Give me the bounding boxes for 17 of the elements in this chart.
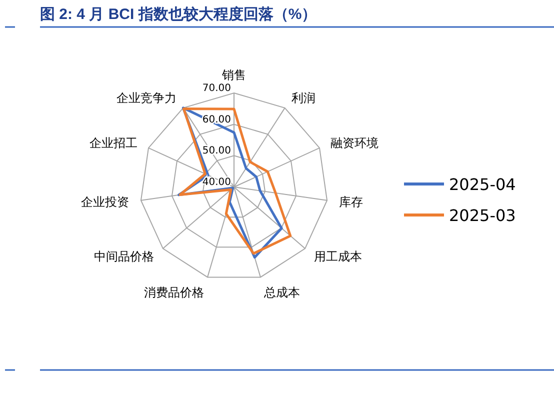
chart-title: 图 2: 4 月 BCI 指数也较大程度回落（%） bbox=[40, 5, 317, 23]
spoke-label: 企业竞争力 bbox=[116, 90, 177, 105]
legend-label: 2025-04 bbox=[449, 175, 516, 194]
spoke-label: 利润 bbox=[291, 90, 316, 105]
spoke-label: 库存 bbox=[338, 195, 363, 210]
spoke-label: 企业招工 bbox=[90, 136, 138, 150]
spoke-label: 总成本 bbox=[262, 286, 300, 300]
y-tick-label: 50.00 bbox=[202, 146, 231, 157]
spoke-label: 消费品价格 bbox=[144, 286, 204, 300]
legend-label: 2025-03 bbox=[449, 206, 516, 225]
spoke-label: 用工成本 bbox=[314, 249, 362, 264]
spoke-label: 销售 bbox=[221, 68, 246, 82]
spoke-label: 中间品价格 bbox=[94, 249, 154, 264]
spoke-label: 融资环境 bbox=[330, 136, 378, 150]
y-tick-label: 40.00 bbox=[202, 177, 231, 188]
y-tick-label: 70.00 bbox=[202, 83, 231, 94]
spoke-label: 企业投资 bbox=[81, 195, 130, 210]
